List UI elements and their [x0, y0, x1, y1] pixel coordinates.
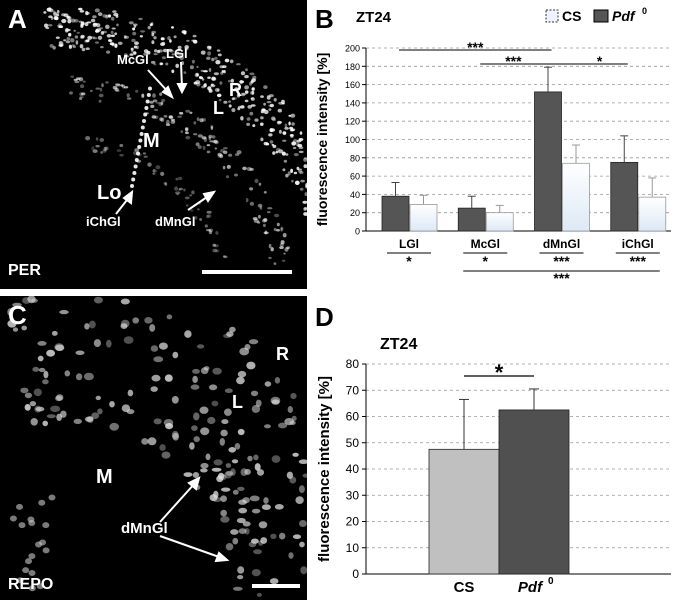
sig-bottom-mcgl: * — [483, 253, 489, 269]
region-m: M — [143, 130, 160, 152]
label-mcgl: McGl — [117, 52, 149, 67]
chart-title: ZT24 — [356, 9, 392, 26]
y-tick-label: 20 — [346, 515, 360, 529]
nuclei-texture — [43, 7, 307, 265]
x-tick-label-pdf-superscript: 0 — [548, 576, 554, 587]
bar-cs-ichgl — [638, 196, 667, 232]
region-m: M — [96, 466, 113, 488]
y-tick-label: 180 — [345, 62, 360, 72]
bar-pdf-lgl — [381, 195, 410, 232]
bar-cs — [428, 448, 500, 575]
x-tick-label-ichgl: iChGl — [622, 237, 654, 251]
label-dmngl: dMnGl — [121, 520, 168, 537]
dmngl-arrow-lower — [159, 535, 223, 559]
x-tick-label-pdf: Pdf — [518, 579, 544, 596]
y-tick-label: 40 — [346, 462, 360, 476]
legend-label-pdf-superscript: 0 — [642, 6, 647, 16]
y-tick-label: 140 — [345, 98, 360, 108]
nuclei-texture — [7, 296, 307, 597]
stain-label-per: PER — [8, 262, 41, 279]
y-tick-label: 10 — [346, 541, 360, 555]
bar-pdf-mcgl — [457, 207, 486, 232]
sig-bottom-ichgl: *** — [630, 253, 647, 269]
dmngl-arrowhead-upper — [187, 476, 201, 491]
y-tick-label: 120 — [345, 117, 360, 127]
y-tick-label: 160 — [345, 80, 360, 90]
bar-cs-lgl — [409, 204, 438, 232]
x-tick-label-lgl: LGl — [399, 237, 419, 251]
sig-bottom-lgl: * — [406, 253, 412, 269]
region-lo: Lo — [97, 182, 122, 204]
y-axis-label: fluorescence intensity [%] — [314, 53, 330, 227]
region-l: L — [213, 98, 224, 118]
y-tick-label: 60 — [346, 410, 360, 424]
y-tick-label: 100 — [345, 135, 360, 145]
panel-label-d: D — [315, 302, 334, 332]
y-tick-label: 60 — [350, 172, 360, 182]
sig-top-1: *** — [467, 39, 484, 55]
label-lgl: LGl — [166, 46, 188, 61]
y-axis-label: fluorescence intensity [%] — [316, 376, 333, 562]
panel-d-chart: D 0 10 20 30 40 50 60 70 80 fluorescence intensit… — [309, 296, 686, 600]
sig-top-2: *** — [505, 53, 522, 69]
region-r: R — [276, 344, 289, 364]
panel-a-micrograph: A McGl LGl R L M Lo iChGl dMnGl PER — [0, 0, 307, 289]
sig-bottom-dmngl: *** — [553, 253, 570, 269]
sig-bottom-wide: *** — [553, 270, 570, 286]
panel-b-chart: B 0 20 40 60 80 100 120 140 160 180 200 fluorescenc… — [309, 0, 686, 291]
stain-label-repo: REPO — [8, 576, 54, 593]
y-tick-label: 20 — [350, 208, 360, 218]
y-tick-label: 0 — [355, 227, 360, 237]
x-tick-label-mcgl: McGl — [471, 237, 500, 251]
mcgl-arrowhead — [161, 85, 174, 100]
sig-label: * — [495, 360, 504, 385]
bar-pdf-dmngl — [534, 91, 562, 232]
y-tick-label: 80 — [346, 357, 360, 371]
legend-label-cs: CS — [562, 8, 581, 24]
y-tick-label: 40 — [350, 190, 360, 200]
y-tick-label: 0 — [352, 567, 359, 581]
y-tick-label: 30 — [346, 488, 360, 502]
legend-swatch-pdf — [593, 9, 609, 23]
lgl-arrowhead — [176, 83, 188, 95]
ichgl-arrowhead — [122, 189, 134, 205]
scale-bar — [202, 270, 292, 274]
legend-swatch-cs — [545, 9, 559, 23]
bar-cs-dmngl — [562, 162, 590, 232]
scale-bar — [252, 584, 300, 588]
region-l: L — [232, 392, 243, 412]
bar-pdf — [498, 409, 570, 575]
bar-cs-mcgl — [485, 212, 514, 232]
panel-label-a: A — [8, 4, 27, 34]
per-staining-image — [43, 7, 307, 274]
bar-pdf-ichgl — [610, 161, 639, 232]
x-tick-label-cs: CS — [454, 579, 475, 596]
chart-title: ZT24 — [380, 336, 417, 353]
sig-top-3: * — [597, 53, 603, 69]
legend-label-pdf: Pdf — [612, 8, 636, 24]
y-tick-label: 80 — [350, 153, 360, 163]
dmngl-arrow-upper — [159, 481, 197, 523]
label-ichgl: iChGl — [86, 214, 121, 229]
chart-b-svg: 0 20 40 60 80 100 120 140 160 180 200 fluorescence … — [314, 6, 671, 286]
repo-staining-image — [7, 296, 307, 597]
dmngl-arrowhead — [202, 190, 217, 203]
x-tick-label-dmngl: dMnGl — [543, 237, 580, 251]
region-r: R — [229, 80, 242, 100]
panel-label-b: B — [315, 4, 334, 34]
chart-d-svg: 0 10 20 30 40 50 60 70 80 fluorescence intensity … — [316, 336, 671, 596]
panel-c-micrograph: C R L M dMnGl REPO — [0, 296, 307, 600]
y-tick-label: 50 — [346, 436, 360, 450]
y-tick-label: 200 — [345, 44, 360, 54]
panel-label-c: C — [8, 300, 27, 330]
label-dmngl: dMnGl — [155, 214, 196, 229]
dmngl-arrowhead-lower — [214, 551, 230, 563]
y-tick-label: 70 — [346, 383, 360, 397]
